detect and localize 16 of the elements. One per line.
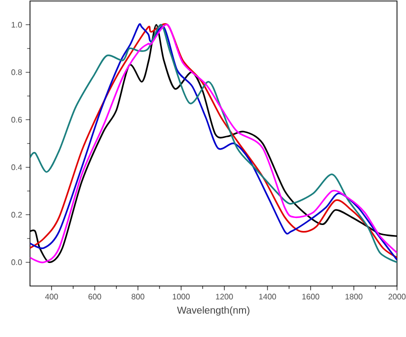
x-tick-label: 2000 — [388, 294, 406, 300]
x-tick-label: 1800 — [346, 294, 362, 300]
y-tick-label: 0.0 — [11, 259, 22, 266]
x-tick-label: 800 — [132, 294, 144, 300]
x-tick-label: 1200 — [216, 294, 233, 300]
y-tick-label: 0.2 — [11, 212, 22, 218]
x-tick-label: 1400 — [259, 294, 276, 300]
x-axis-title: Wavelength(nm) — [177, 306, 250, 316]
y-tick-label: 0.8 — [11, 69, 22, 76]
x-tick-label: 600 — [88, 294, 102, 300]
y-tick-label: 1.0 — [12, 22, 22, 28]
x-tick-label: 400 — [45, 294, 58, 300]
y-tick-label: 0.4 — [11, 164, 22, 170]
x-tick-label: 1000 — [172, 294, 190, 300]
y-tick-label: 0.6 — [11, 116, 22, 123]
x-tick-label: 1600 — [302, 294, 320, 300]
